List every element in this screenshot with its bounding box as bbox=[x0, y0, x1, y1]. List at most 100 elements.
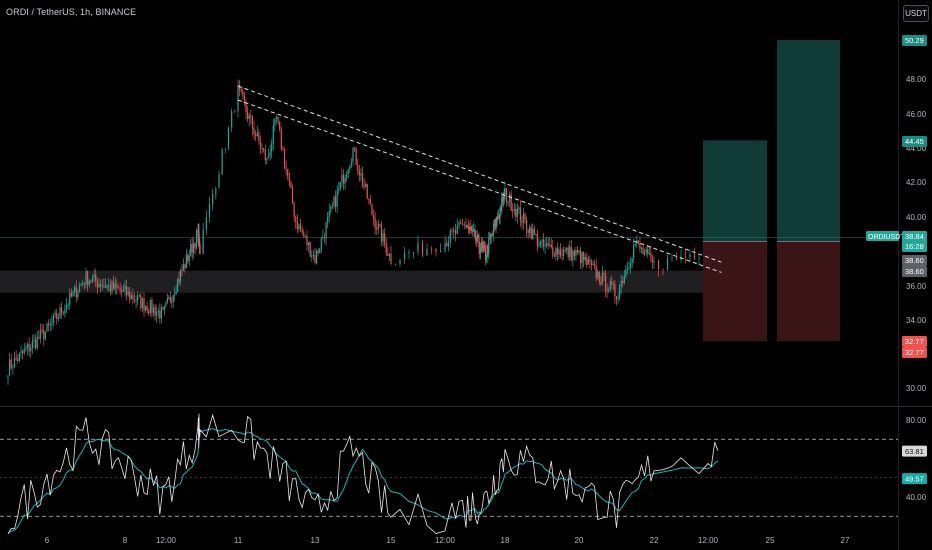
candle[interactable] bbox=[480, 242, 482, 260]
candle[interactable] bbox=[505, 188, 508, 207]
candle[interactable] bbox=[634, 243, 636, 247]
candle[interactable] bbox=[590, 258, 593, 271]
candle[interactable] bbox=[521, 215, 523, 230]
candle[interactable] bbox=[143, 292, 145, 317]
candle[interactable] bbox=[576, 246, 579, 256]
candle[interactable] bbox=[280, 126, 282, 152]
candle[interactable] bbox=[38, 330, 40, 340]
candle[interactable] bbox=[231, 108, 233, 133]
candle[interactable] bbox=[484, 242, 487, 266]
candle[interactable] bbox=[583, 251, 585, 268]
candle[interactable] bbox=[493, 219, 496, 232]
candle[interactable] bbox=[293, 201, 295, 223]
candle[interactable] bbox=[133, 292, 136, 304]
candle[interactable] bbox=[334, 190, 337, 212]
candle[interactable] bbox=[162, 307, 164, 312]
candle[interactable] bbox=[122, 284, 124, 292]
candle[interactable] bbox=[592, 260, 594, 266]
candle[interactable] bbox=[647, 244, 649, 258]
candle[interactable] bbox=[51, 315, 53, 330]
candle[interactable] bbox=[106, 284, 108, 291]
candle[interactable] bbox=[454, 223, 457, 242]
candle[interactable] bbox=[33, 333, 35, 349]
candle[interactable] bbox=[48, 319, 50, 332]
candle[interactable] bbox=[132, 288, 134, 305]
candle[interactable] bbox=[205, 210, 207, 236]
candle[interactable] bbox=[301, 226, 303, 235]
candle[interactable] bbox=[325, 221, 327, 246]
candle[interactable] bbox=[408, 249, 410, 259]
candle[interactable] bbox=[483, 240, 485, 254]
candle[interactable] bbox=[156, 305, 158, 323]
candle[interactable] bbox=[501, 193, 504, 206]
candle[interactable] bbox=[353, 146, 356, 153]
candle[interactable] bbox=[303, 229, 305, 238]
candle[interactable] bbox=[640, 246, 643, 254]
candle[interactable] bbox=[612, 281, 614, 291]
candle[interactable] bbox=[7, 375, 9, 386]
candle[interactable] bbox=[369, 194, 372, 206]
candle[interactable] bbox=[208, 196, 211, 223]
candle[interactable] bbox=[451, 227, 453, 236]
candle[interactable] bbox=[562, 246, 565, 260]
candle[interactable] bbox=[336, 185, 338, 214]
candle[interactable] bbox=[137, 291, 139, 306]
candle[interactable] bbox=[570, 239, 572, 262]
candle[interactable] bbox=[581, 251, 583, 270]
candle[interactable] bbox=[463, 221, 465, 230]
candle[interactable] bbox=[380, 221, 383, 246]
candle[interactable] bbox=[141, 297, 144, 313]
candle[interactable] bbox=[516, 203, 518, 224]
candle[interactable] bbox=[144, 305, 147, 313]
candle[interactable] bbox=[25, 344, 27, 352]
candle[interactable] bbox=[486, 244, 488, 264]
candle[interactable] bbox=[245, 98, 247, 120]
candle[interactable] bbox=[614, 279, 616, 304]
candle[interactable] bbox=[277, 116, 279, 125]
candle[interactable] bbox=[341, 167, 343, 188]
candle[interactable] bbox=[299, 218, 302, 233]
candle[interactable] bbox=[625, 264, 627, 279]
candle[interactable] bbox=[169, 291, 171, 304]
candle[interactable] bbox=[185, 248, 187, 269]
candle[interactable] bbox=[307, 241, 310, 253]
candle[interactable] bbox=[295, 215, 297, 229]
candle[interactable] bbox=[487, 243, 489, 257]
candle[interactable] bbox=[224, 148, 226, 154]
candle[interactable] bbox=[146, 301, 148, 315]
candle[interactable] bbox=[333, 195, 335, 209]
candle[interactable] bbox=[59, 303, 61, 320]
candle[interactable] bbox=[114, 277, 116, 295]
candle[interactable] bbox=[600, 276, 602, 287]
candle[interactable] bbox=[31, 334, 33, 354]
candle[interactable] bbox=[248, 112, 250, 127]
candle[interactable] bbox=[541, 239, 543, 249]
candle[interactable] bbox=[606, 283, 608, 298]
candle[interactable] bbox=[124, 280, 126, 297]
candle[interactable] bbox=[628, 260, 630, 271]
candle[interactable] bbox=[64, 304, 66, 318]
candle[interactable] bbox=[550, 238, 552, 249]
candle[interactable] bbox=[472, 222, 474, 232]
candle[interactable] bbox=[469, 226, 471, 233]
candle[interactable] bbox=[478, 232, 480, 255]
candle[interactable] bbox=[601, 265, 604, 286]
candle[interactable] bbox=[165, 301, 167, 308]
candle[interactable] bbox=[488, 231, 490, 260]
candle[interactable] bbox=[579, 246, 582, 269]
candle[interactable] bbox=[261, 142, 263, 154]
candle[interactable] bbox=[41, 323, 43, 334]
candle[interactable] bbox=[90, 279, 92, 284]
candle[interactable] bbox=[28, 337, 30, 357]
candle[interactable] bbox=[85, 268, 87, 288]
candle[interactable] bbox=[645, 246, 647, 256]
candle[interactable] bbox=[467, 224, 469, 228]
candle[interactable] bbox=[339, 181, 341, 192]
candle[interactable] bbox=[473, 228, 475, 239]
candle[interactable] bbox=[172, 294, 174, 309]
candle[interactable] bbox=[267, 148, 270, 159]
candle[interactable] bbox=[117, 285, 120, 289]
candle[interactable] bbox=[77, 288, 79, 301]
candle[interactable] bbox=[258, 128, 260, 145]
